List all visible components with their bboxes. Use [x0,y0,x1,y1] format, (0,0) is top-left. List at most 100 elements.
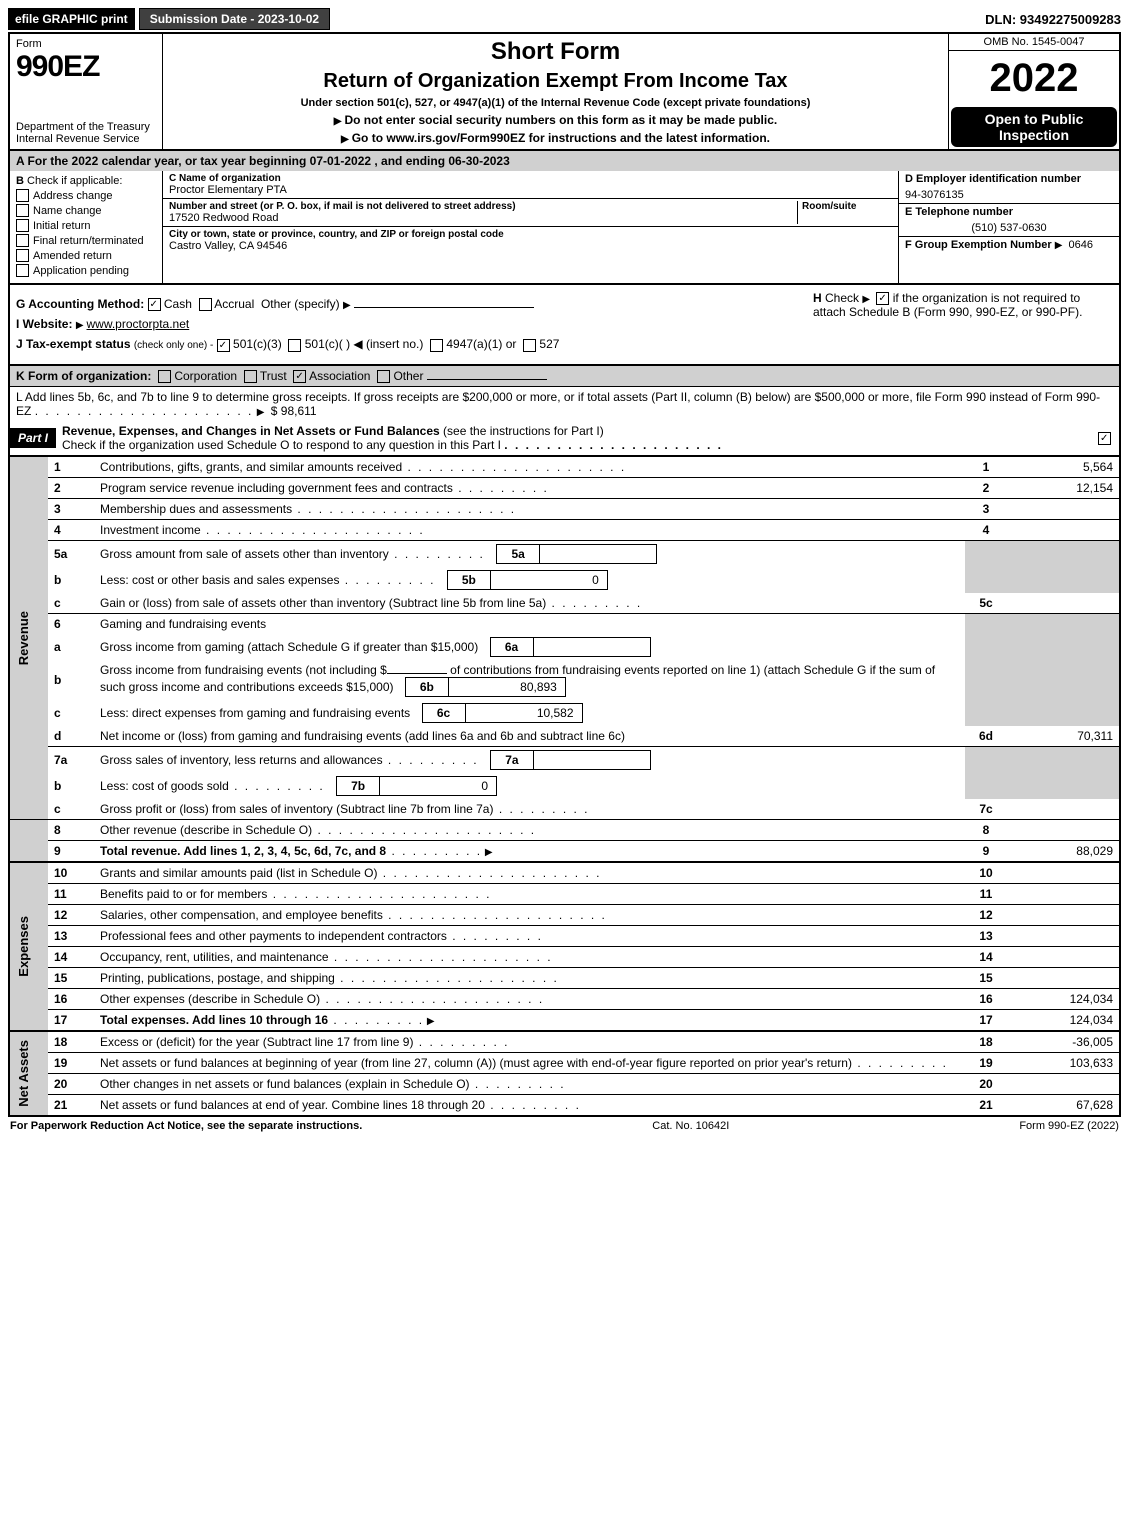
org-name: Proctor Elementary PTA [169,184,892,196]
ln6b-num: b [48,660,94,700]
ln7a-ibn: 7a [491,751,534,769]
ln6d-bn: 6d [965,726,1007,747]
j-insert: (insert no.) [366,337,423,351]
chk-schedule-o-part-i[interactable] [1098,432,1111,445]
ln6b-bn [965,660,1007,700]
efile-print-button[interactable]: efile GRAPHIC print [8,8,135,30]
ln6b-blank[interactable] [387,673,447,674]
chk-501c[interactable] [288,339,301,352]
lbl-application-pending: Application pending [33,265,129,277]
ln16-val: 124,034 [1007,988,1120,1009]
ln7b-bn [965,773,1007,799]
chk-501c3[interactable] [217,339,230,352]
ln20-bn: 20 [965,1073,1007,1094]
ln7a-val [1007,746,1120,773]
chk-527[interactable] [523,339,536,352]
ln15-val [1007,967,1120,988]
ln16-desc: Other expenses (describe in Schedule O) [100,992,320,1006]
ln1-bn: 1 [965,457,1007,478]
chk-other-org[interactable] [377,370,390,383]
omb-number: OMB No. 1545-0047 [949,34,1119,51]
ln7b-desc: Less: cost of goods sold [100,779,229,793]
tax-year: 2022 [949,51,1119,105]
chk-corporation[interactable] [158,370,171,383]
chk-address-change[interactable] [16,189,29,202]
k-other-field[interactable] [427,379,547,380]
short-form-title: Short Form [171,38,940,66]
ln10-desc: Grants and similar amounts paid (list in… [100,866,377,880]
ln7a-ibv [534,751,650,769]
ln5b-bn [965,567,1007,593]
g-other-field[interactable] [354,307,534,308]
ln7a-num: 7a [48,746,94,773]
ln20-desc: Other changes in net assets or fund bala… [100,1077,470,1091]
side-expenses: Expenses [9,862,48,1031]
ln19-desc: Net assets or fund balances at beginning… [100,1056,852,1070]
footer-form-ref: Form 990-EZ (2022) [1019,1120,1119,1132]
ln7b-val [1007,773,1120,799]
ln13-num: 13 [48,925,94,946]
e-label: E Telephone number [905,206,1013,218]
ln3-desc: Membership dues and assessments [100,502,292,516]
ln4-val [1007,519,1120,540]
chk-initial-return[interactable] [16,219,29,232]
k-corp: Corporation [174,369,237,383]
ln7c-val [1007,799,1120,820]
ln5a-num: 5a [48,540,94,567]
ln8-num: 8 [48,819,94,840]
chk-trust[interactable] [244,370,257,383]
chk-application-pending[interactable] [16,264,29,277]
ln18-num: 18 [48,1031,94,1053]
ln5a-bn [965,540,1007,567]
ln6a-ibv [534,638,650,656]
chk-accrual[interactable] [199,298,212,311]
ln4-bn: 4 [965,519,1007,540]
column-c-org-info: C Name of organization Proctor Elementar… [163,171,898,283]
chk-final-return[interactable] [16,234,29,247]
j-sub: (check only one) - [134,340,213,351]
k-trust: Trust [260,369,287,383]
ln7b-num: b [48,773,94,799]
ln2-num: 2 [48,477,94,498]
ln19-num: 19 [48,1052,94,1073]
website-link[interactable]: www.proctorpta.net [87,317,190,331]
ln10-val [1007,862,1120,884]
open-public-badge: Open to Public Inspection [951,107,1117,147]
ln6-val [1007,613,1120,634]
column-def: D Employer identification number 94-3076… [898,171,1119,283]
header-center: Short Form Return of Organization Exempt… [163,34,948,149]
j-4947: 4947(a)(1) or [446,337,516,351]
goto-instr[interactable]: Go to www.irs.gov/Form990EZ for instruct… [171,131,940,145]
ln5b-desc: Less: cost or other basis and sales expe… [100,573,339,587]
ln2-bn: 2 [965,477,1007,498]
ln14-val [1007,946,1120,967]
group-exemption-value: 0646 [1069,239,1093,251]
ln15-num: 15 [48,967,94,988]
b-check-text: Check if applicable: [27,175,122,187]
ln8-val [1007,819,1120,840]
ln6d-val: 70,311 [1007,726,1120,747]
chk-4947[interactable] [430,339,443,352]
lbl-name-change: Name change [33,205,102,217]
ln5a-ibv [540,545,656,563]
c-city-label: City or town, state or province, country… [169,229,892,240]
chk-amended-return[interactable] [16,249,29,262]
ln21-bn: 21 [965,1094,1007,1116]
ln12-desc: Salaries, other compensation, and employ… [100,908,383,922]
ln10-bn: 10 [965,862,1007,884]
c-name-label: C Name of organization [169,173,892,184]
ln13-val [1007,925,1120,946]
ln18-val: -36,005 [1007,1031,1120,1053]
chk-name-change[interactable] [16,204,29,217]
ln5a-desc: Gross amount from sale of assets other t… [100,547,389,561]
chk-cash[interactable] [148,298,161,311]
ln6d-desc: Net income or (loss) from gaming and fun… [100,729,625,743]
chk-association[interactable] [293,370,306,383]
ln6a-val [1007,634,1120,660]
ln12-bn: 12 [965,904,1007,925]
chk-schedule-b[interactable] [876,292,889,305]
ln6-desc: Gaming and fundraising events [94,613,965,634]
row-a-tax-year: A For the 2022 calendar year, or tax yea… [8,151,1121,171]
ln17-num: 17 [48,1009,94,1031]
ln9-val: 88,029 [1007,840,1120,862]
